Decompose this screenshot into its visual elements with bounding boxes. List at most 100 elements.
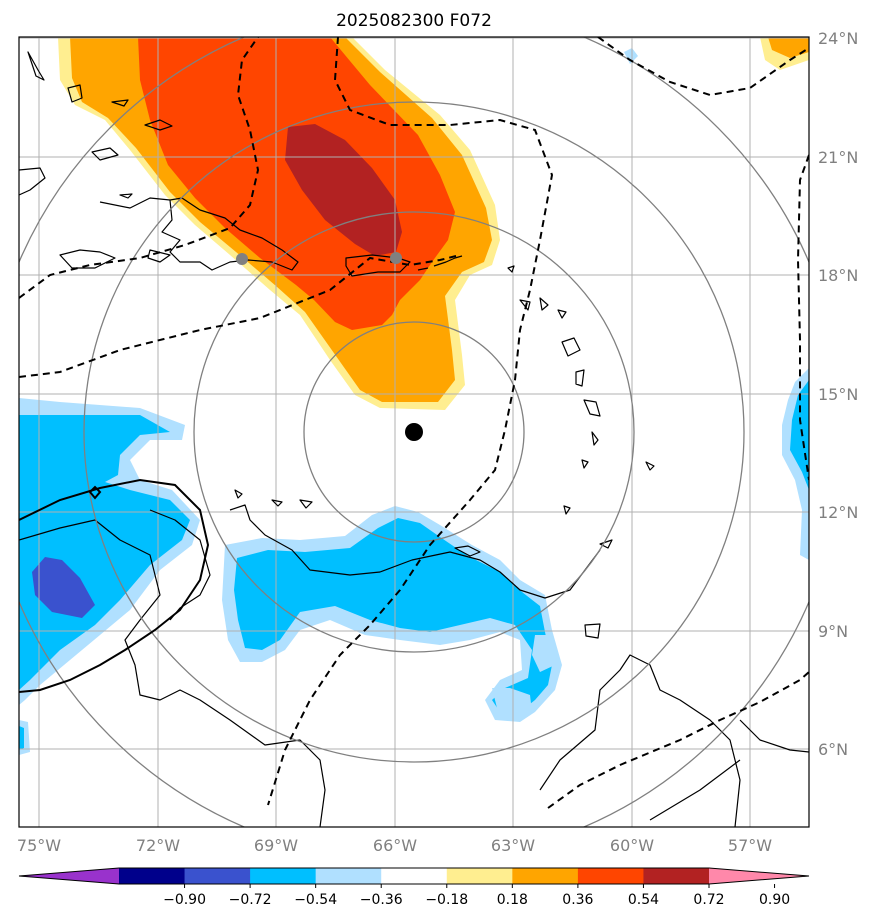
east-blue-region <box>790 380 809 490</box>
aruba-curacao <box>234 489 313 509</box>
virgin-islands <box>417 255 463 271</box>
colorbar-tick-label: 0.72 <box>693 892 724 908</box>
venezuela-coast <box>149 509 211 621</box>
colorbar-tick-label: 0.36 <box>562 892 593 908</box>
ne-corner-orange <box>768 37 809 58</box>
bahamas-4 <box>27 51 45 81</box>
margarita-island <box>454 545 481 557</box>
lesser-antilles-7 <box>583 399 601 417</box>
dashed-contour-2 <box>19 37 260 299</box>
map-frame <box>18 36 810 828</box>
lon-label: 60°W <box>610 836 654 855</box>
colorbar-tick-label: −0.54 <box>294 892 337 908</box>
lat-label: 21°N <box>818 148 858 167</box>
coastlines <box>19 51 809 827</box>
dashed-contour-5 <box>796 154 809 481</box>
solid-contour-2 <box>88 485 102 500</box>
bahamas-3 <box>67 84 83 103</box>
west-royal-blue-region <box>32 557 95 618</box>
lesser-antilles-10 <box>645 461 655 471</box>
grenada <box>563 505 571 515</box>
hispaniola-north-coast <box>99 197 171 209</box>
colorbar-segment <box>119 868 186 884</box>
colorbar-tick-label: −0.36 <box>360 892 403 908</box>
bahamas-2 <box>144 119 173 131</box>
west-hispaniola-south <box>147 249 171 263</box>
colorbar <box>18 867 810 885</box>
colorbar-segment <box>184 868 251 884</box>
lat-label: 24°N <box>818 29 858 48</box>
center-marker <box>405 423 423 441</box>
longitude-labels: 75°W 72°W 69°W 66°W 63°W 60°W 57°W <box>17 836 772 855</box>
lat-label: 15°N <box>818 385 858 404</box>
ne-small-light-blue <box>624 48 638 64</box>
bahamas-6 <box>119 193 133 199</box>
red-orange-region <box>138 37 455 330</box>
colorbar-outline <box>18 867 810 885</box>
lesser-antilles-8 <box>591 431 599 446</box>
positive-anomaly-shading <box>58 37 809 410</box>
central-light-blue-hole <box>492 688 532 716</box>
lon-label: 75°W <box>17 836 61 855</box>
puerto-rico-coast <box>345 254 411 277</box>
colorbar-tick-label: −0.90 <box>163 892 206 908</box>
reference-dot-left <box>236 253 248 265</box>
suriname-coast <box>739 719 809 753</box>
hispaniola-coast <box>161 197 299 271</box>
solid-contour-1 <box>19 478 210 693</box>
tobago <box>599 539 613 549</box>
lesser-antilles-4 <box>557 309 567 319</box>
lon-label: 72°W <box>136 836 180 855</box>
lesser-antilles-3 <box>539 297 549 311</box>
west-blue-region <box>19 415 190 690</box>
colorbar-extend-high <box>709 868 809 884</box>
contours <box>19 37 809 809</box>
reference-points <box>236 252 423 441</box>
reference-dot-right <box>390 252 402 264</box>
colorbar-segment <box>315 868 382 884</box>
colorbar-segment <box>446 868 513 884</box>
cuba-coast <box>19 167 46 196</box>
colorbar-tick-label: 0.90 <box>759 892 790 908</box>
colorbar-labels: −0.90 −0.72 −0.54 −0.36 −0.18 0.18 0.36 0.54 0.7… <box>163 884 790 908</box>
colorbar-segment <box>643 868 710 884</box>
colorbar-extend-low <box>19 868 119 884</box>
lat-label: 6°N <box>818 740 848 759</box>
west-edge-blue <box>19 726 24 750</box>
central-blue-region <box>234 518 552 712</box>
colorbar-tick-label: 0.18 <box>497 892 528 908</box>
colorbar-tick-label: −0.72 <box>229 892 272 908</box>
latitude-labels: 24°N 21°N 18°N 15°N 12°N 9°N 6°N <box>818 29 858 759</box>
dashed-contour-3 <box>267 37 554 806</box>
lesser-antilles-1 <box>507 265 515 273</box>
lat-label: 18°N <box>818 266 858 285</box>
dashed-contour-6 <box>547 671 809 809</box>
colorbar-tick-label: −0.18 <box>425 892 468 908</box>
south-america-coast <box>19 519 326 827</box>
colorbar-segment <box>381 868 448 884</box>
central-light-blue-hole-2 <box>532 635 555 672</box>
dashed-contour-4 <box>597 37 809 97</box>
trinidad <box>584 623 601 639</box>
colorbar-segment <box>512 868 579 884</box>
colorbar-segment <box>250 868 317 884</box>
lesser-antilles-6 <box>575 369 585 387</box>
map-title: 2025082300 F072 <box>336 11 492 31</box>
lon-label: 69°W <box>254 836 298 855</box>
venezuela-north-coast <box>229 504 601 599</box>
guyana-coast <box>539 654 741 827</box>
lesser-antilles-2 <box>519 299 531 311</box>
negative-anomaly-shading <box>19 48 809 755</box>
lat-label: 9°N <box>818 622 848 641</box>
guianas-border <box>649 759 741 821</box>
lat-label: 12°N <box>818 503 858 522</box>
range-rings <box>19 37 809 827</box>
map-area <box>19 37 809 827</box>
colorbar-segment <box>577 868 644 884</box>
lesser-antilles-5 <box>561 337 581 357</box>
bahamas-1 <box>91 147 119 161</box>
bahamas-5 <box>111 99 129 107</box>
colorbar-tick-label: 0.54 <box>628 892 659 908</box>
lon-label: 63°W <box>491 836 535 855</box>
